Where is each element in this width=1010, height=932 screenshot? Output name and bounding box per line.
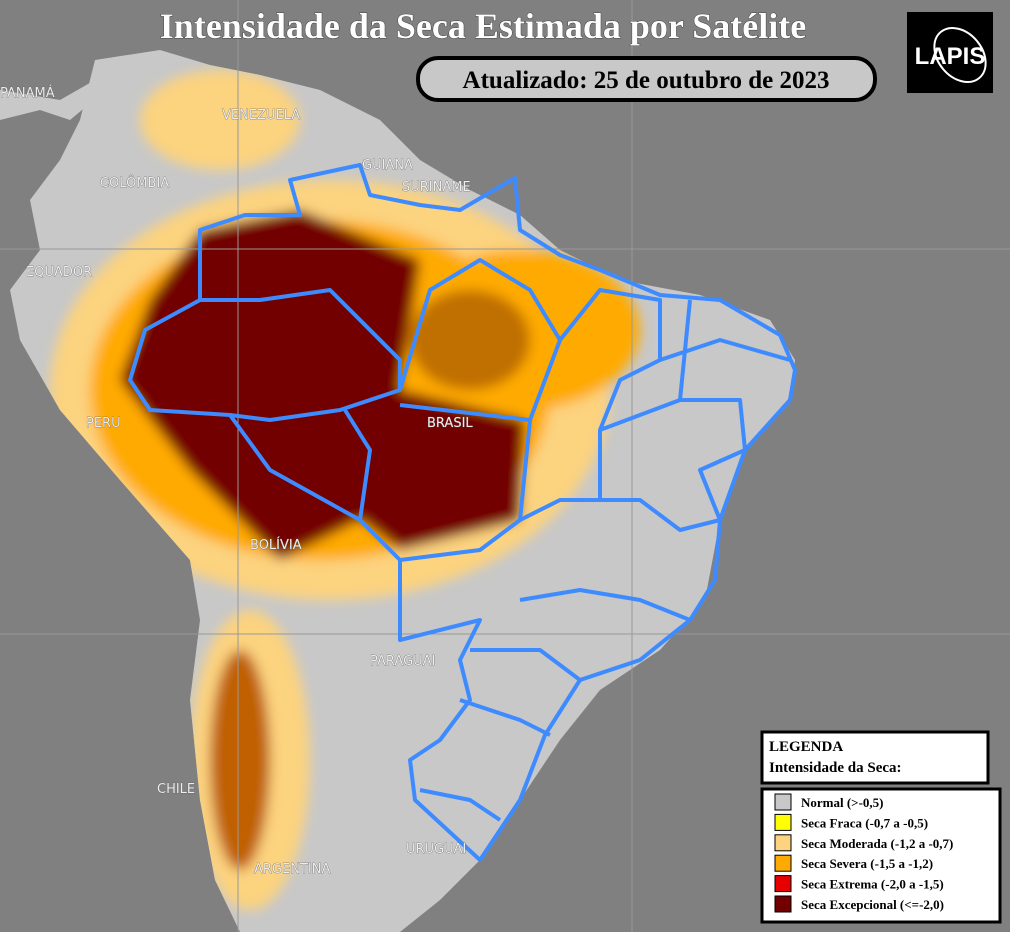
map-label: EQUADOR — [26, 265, 92, 280]
subtitle-box — [416, 56, 877, 102]
legend-label: Seca Moderada (-1,2 a -0,7) — [801, 836, 953, 851]
legend-swatch — [774, 875, 792, 893]
legend-swatch — [774, 793, 792, 811]
map-label: BOLÍVIA — [250, 537, 302, 553]
legend-swatch — [774, 834, 792, 852]
map-label: PERU — [86, 416, 121, 431]
legend-label: Seca Fraca (-0,7 a -0,5) — [801, 815, 928, 830]
legend-items: Normal (>-0,5) Seca Fraca (-0,7 a -0,5) Se… — [774, 793, 953, 913]
legend-swatch — [774, 895, 792, 913]
map-label: PARAGUAI — [370, 654, 435, 669]
logo-orbit — [933, 27, 987, 83]
legend-label: Seca Extrema (-2,0 a -1,5) — [801, 877, 944, 892]
map-label: CHILE — [157, 782, 195, 797]
map-label: ARGENTINA — [254, 862, 330, 877]
logo: LAPIS — [915, 43, 986, 70]
legend-label: Seca Excepcional (<=-2,0) — [801, 897, 944, 912]
map-label: URUGUAI — [406, 842, 466, 857]
legend-label: Seca Severa (-1,5 a -1,2) — [801, 856, 933, 871]
map-label: SURINAME — [402, 180, 471, 195]
map-label: GUIANA — [362, 158, 413, 173]
legend-box — [760, 787, 1002, 924]
legend-label: Normal (>-0,5) — [801, 795, 884, 810]
map-label: COLÔMBIA — [100, 175, 169, 191]
map-label: PANAMÁ — [0, 85, 55, 101]
state-borders — [128, 163, 797, 862]
title: Intensidade da Seca Estimada por Satélit… — [160, 6, 806, 46]
map-label: VENEZUELA — [222, 108, 300, 123]
central-america — [0, 80, 100, 120]
legend-header-box — [760, 730, 990, 785]
legend-swatch — [774, 854, 792, 872]
legend-subtitle: Intensidade da Seca: — [769, 760, 902, 776]
map-label: BRASIL — [427, 416, 473, 431]
legend-title: LEGENDA — [769, 739, 843, 755]
legend-swatch — [774, 813, 792, 831]
drought-areas — [50, 70, 640, 910]
subtitle: Atualizado: 25 de outubro de 2023 — [463, 67, 830, 94]
